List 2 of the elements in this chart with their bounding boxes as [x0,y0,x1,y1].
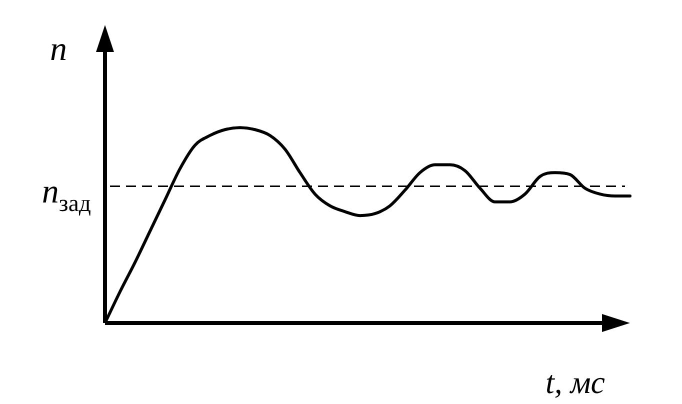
x-axis-title: t, мс [545,364,605,400]
y-axis-title: n [50,31,67,68]
